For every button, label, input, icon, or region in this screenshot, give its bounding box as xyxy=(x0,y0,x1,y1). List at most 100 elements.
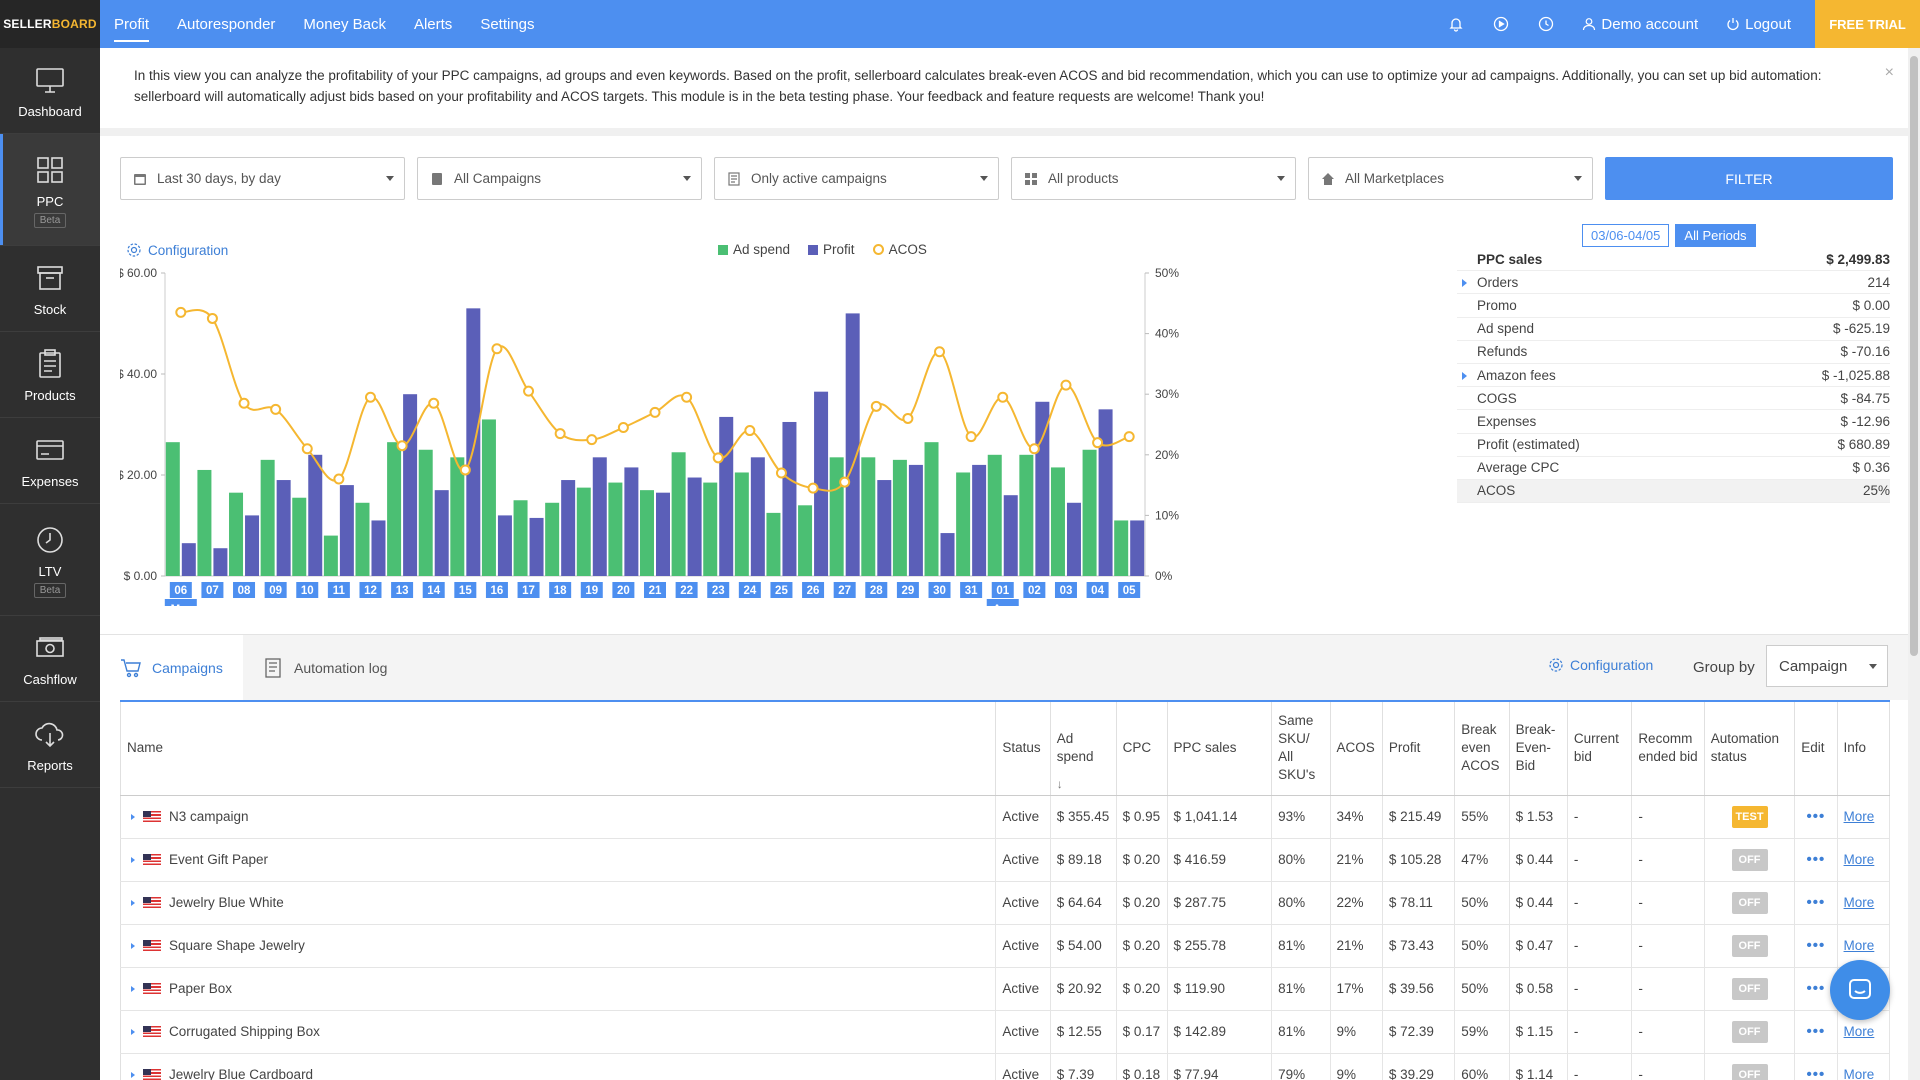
automation-status-badge[interactable]: OFF xyxy=(1731,977,1768,1000)
bell-icon[interactable] xyxy=(1433,16,1478,32)
column-header[interactable]: PPC sales xyxy=(1167,701,1273,796)
more-link[interactable]: More xyxy=(1843,1067,1875,1080)
sidebar-item-expenses[interactable]: Expenses xyxy=(0,418,100,504)
top-nav-autoresponder[interactable]: Autoresponder xyxy=(177,15,276,33)
sidebar-item-ltv[interactable]: LTV Beta xyxy=(0,504,100,616)
table-configuration-link[interactable]: Configuration xyxy=(1548,657,1653,673)
edit-dots-icon[interactable]: ••• xyxy=(1806,1066,1826,1080)
edit-dots-icon[interactable]: ••• xyxy=(1806,851,1826,868)
period-select[interactable]: Last 30 days, by day xyxy=(120,157,405,200)
column-header[interactable]: Status xyxy=(995,701,1051,796)
campaign-name[interactable]: Corrugated Shipping Box xyxy=(169,1024,320,1039)
campaign-name[interactable]: N3 campaign xyxy=(169,809,249,824)
automation-status-badge[interactable]: OFF xyxy=(1731,848,1768,871)
expand-row-icon[interactable] xyxy=(131,1071,135,1078)
top-nav-money-back[interactable]: Money Back xyxy=(303,15,386,33)
more-link[interactable]: More xyxy=(1843,938,1875,953)
edit-dots-icon[interactable]: ••• xyxy=(1806,894,1826,911)
table-row[interactable]: Square Shape Jewelry Active $ 54.00 $ 0.20 $… xyxy=(119,924,1891,968)
column-header[interactable]: Profit xyxy=(1382,701,1456,796)
expand-row-icon[interactable] xyxy=(131,813,135,820)
table-row[interactable]: N3 campaign Active $ 355.45 $ 0.95 $ 1,041.1… xyxy=(119,795,1891,839)
sort-down-icon[interactable]: ↓ xyxy=(1056,776,1063,791)
products-select[interactable]: All products xyxy=(1011,157,1296,200)
table-row[interactable]: Paper Box Active $ 20.92 $ 0.20 $ 119.90 81% 1… xyxy=(119,967,1891,1011)
column-header[interactable]: Recomm ended bid xyxy=(1631,701,1705,796)
summary-row[interactable]: Amazon fees $ -1,025.88 xyxy=(1457,364,1890,388)
close-icon[interactable]: × xyxy=(1884,64,1894,81)
chat-button[interactable] xyxy=(1830,960,1890,1020)
period-range-button[interactable]: 03/06-04/05 xyxy=(1582,224,1670,247)
expand-row-icon[interactable] xyxy=(131,985,135,992)
campaign-name[interactable]: Square Shape Jewelry xyxy=(169,938,305,953)
edit-dots-icon[interactable]: ••• xyxy=(1806,808,1826,825)
automation-status-badge[interactable]: OFF xyxy=(1731,891,1768,914)
logout-link[interactable]: Logout xyxy=(1712,16,1805,33)
sidebar-item-reports[interactable]: Reports xyxy=(0,702,100,788)
page-scrollbar[interactable] xyxy=(1908,48,1920,1080)
column-header[interactable]: Automation status xyxy=(1704,701,1796,796)
column-header[interactable]: Current bid xyxy=(1567,701,1633,796)
column-header[interactable]: Edit xyxy=(1794,701,1838,796)
expand-row-icon[interactable] xyxy=(131,856,135,863)
more-link[interactable]: More xyxy=(1843,809,1875,824)
sidebar-item-cashflow[interactable]: Cashflow xyxy=(0,616,100,702)
expand-icon[interactable] xyxy=(1462,279,1467,288)
clock-icon[interactable] xyxy=(1523,16,1568,32)
edit-dots-icon[interactable]: ••• xyxy=(1806,937,1826,954)
automation-status-badge[interactable]: TEST xyxy=(1731,805,1768,828)
expand-row-icon[interactable] xyxy=(131,1028,135,1035)
more-link[interactable]: More xyxy=(1843,1024,1875,1039)
sidebar-item-dashboard[interactable]: Dashboard xyxy=(0,48,100,134)
campaign-name[interactable]: Event Gift Paper xyxy=(169,852,269,867)
expand-icon[interactable] xyxy=(1462,371,1467,380)
sidebar-item-products[interactable]: Products xyxy=(0,332,100,418)
column-header[interactable]: Name xyxy=(119,701,997,796)
active-campaigns-select[interactable]: Only active campaigns xyxy=(714,157,999,200)
legend-acos[interactable]: ACOS xyxy=(872,242,927,257)
summary-row[interactable]: Orders 214 xyxy=(1457,271,1890,295)
table-row[interactable]: Jewelry Blue Cardboard Active $ 7.39 $ 0.18… xyxy=(119,1053,1891,1080)
column-header[interactable]: ACOS xyxy=(1330,701,1383,796)
more-link[interactable]: More xyxy=(1843,895,1875,910)
sidebar-item-ppc[interactable]: PPC Beta xyxy=(0,134,100,246)
sidebar-item-stock[interactable]: Stock xyxy=(0,246,100,332)
tab-campaigns[interactable]: Campaigns xyxy=(100,635,243,701)
column-header[interactable]: Break-Even-Bid xyxy=(1509,701,1568,796)
group-by-select[interactable]: Campaign xyxy=(1766,645,1888,687)
expand-row-icon[interactable] xyxy=(131,899,135,906)
column-header[interactable]: Break even ACOS xyxy=(1454,701,1510,796)
table-row[interactable]: Event Gift Paper Active $ 89.18 $ 0.20 $ 416… xyxy=(119,838,1891,882)
automation-status-badge[interactable]: OFF xyxy=(1731,1020,1768,1043)
top-nav-alerts[interactable]: Alerts xyxy=(413,15,453,33)
free-trial-button[interactable]: FREE TRIAL xyxy=(1815,0,1920,48)
edit-dots-icon[interactable]: ••• xyxy=(1806,980,1826,997)
campaign-name[interactable]: Jewelry Blue White xyxy=(169,895,284,910)
legend-profit[interactable]: Profit xyxy=(808,242,855,257)
demo-account-link[interactable]: Demo account xyxy=(1568,16,1712,33)
tab-automation-log[interactable]: Automation log xyxy=(242,635,407,701)
marketplaces-select[interactable]: All Marketplaces xyxy=(1308,157,1593,200)
edit-dots-icon[interactable]: ••• xyxy=(1806,1023,1826,1040)
automation-status-badge[interactable]: OFF xyxy=(1731,934,1768,957)
automation-status-badge[interactable]: OFF xyxy=(1731,1063,1768,1080)
chart-configuration-link[interactable]: Configuration xyxy=(126,242,228,258)
campaign-name[interactable]: Paper Box xyxy=(169,981,233,996)
play-icon[interactable] xyxy=(1478,16,1523,32)
expand-row-icon[interactable] xyxy=(131,942,135,949)
legend-ad-spend[interactable]: Ad spend xyxy=(718,242,790,257)
column-header[interactable]: Same SKU/ All SKU's xyxy=(1271,701,1331,796)
campaign-name[interactable]: Jewelry Blue Cardboard xyxy=(169,1067,314,1080)
more-link[interactable]: More xyxy=(1843,852,1875,867)
top-nav-settings[interactable]: Settings xyxy=(480,15,535,33)
filter-button[interactable]: FILTER xyxy=(1605,157,1893,200)
table-row[interactable]: Corrugated Shipping Box Active $ 12.55 $ 0.… xyxy=(119,1010,1891,1054)
all-periods-button[interactable]: All Periods xyxy=(1675,224,1756,247)
top-nav-profit[interactable]: Profit xyxy=(100,0,163,48)
table-row[interactable]: Jewelry Blue White Active $ 64.64 $ 0.20 $ 2… xyxy=(119,881,1891,925)
column-header[interactable]: Ad spend ↓ xyxy=(1050,701,1117,796)
brand-logo[interactable]: SELLER BOARD xyxy=(0,0,100,48)
campaigns-select[interactable]: All Campaigns xyxy=(417,157,702,200)
column-header[interactable]: Info xyxy=(1837,701,1891,796)
column-header[interactable]: CPC xyxy=(1116,701,1168,796)
